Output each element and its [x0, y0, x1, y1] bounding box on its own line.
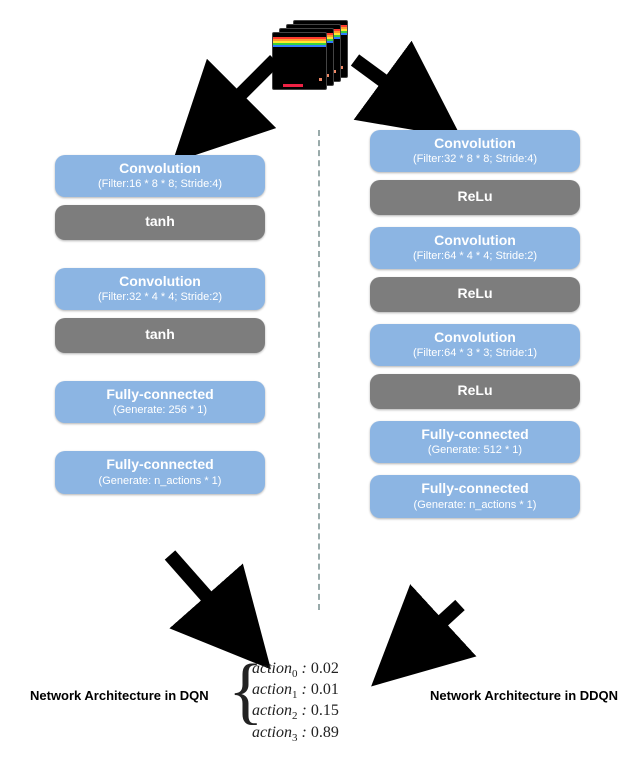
action-row: action1 : 0.01: [252, 681, 408, 701]
brace-icon: {: [228, 657, 264, 725]
action-row: action3 : 0.89: [252, 724, 408, 744]
layer-title: tanh: [59, 211, 261, 232]
fc-layer: Fully-connected (Generate: n_actions * 1): [370, 475, 580, 517]
layer-title: Convolution: [374, 330, 576, 345]
layer-title: ReLu: [374, 186, 576, 207]
layer-title: Fully-connected: [374, 427, 576, 442]
layer-title: ReLu: [374, 283, 576, 304]
conv-layer: Convolution (Filter:32 * 4 * 4; Stride:2): [55, 268, 265, 310]
action-row: action0 : 0.02: [252, 660, 408, 680]
act-layer: ReLu: [370, 277, 580, 311]
fc-layer: Fully-connected (Generate: 512 * 1): [370, 421, 580, 463]
arrow-top-left: [200, 60, 275, 135]
fc-layer: Fully-connected (Generate: n_actions * 1): [55, 451, 265, 493]
layer-subtitle: (Generate: n_actions * 1): [374, 499, 576, 511]
arrow-bottom-right: [400, 605, 460, 660]
left-column: Convolution (Filter:16 * 8 * 8; Stride:4)…: [45, 155, 275, 502]
layer-title: Fully-connected: [59, 387, 261, 402]
fc-layer: Fully-connected (Generate: 256 * 1): [55, 381, 265, 423]
action-list: action0 : 0.02action1 : 0.01action2 : 0.…: [252, 660, 408, 744]
conv-layer: Convolution (Filter:32 * 8 * 8; Stride:4): [370, 130, 580, 172]
act-layer: ReLu: [370, 180, 580, 214]
arrow-bottom-left: [170, 555, 245, 640]
act-layer: tanh: [55, 205, 265, 239]
arrow-top-right: [355, 60, 430, 115]
layer-subtitle: (Generate: n_actions * 1): [59, 475, 261, 487]
layer-subtitle: (Filter:32 * 4 * 4; Stride:2): [59, 291, 261, 303]
layer-title: Fully-connected: [59, 457, 261, 472]
center-divider: [318, 130, 320, 610]
layer-subtitle: (Filter:64 * 4 * 4; Stride:2): [374, 250, 576, 262]
layer-title: Fully-connected: [374, 481, 576, 496]
layer-title: Convolution: [59, 274, 261, 289]
layer-subtitle: (Generate: 512 * 1): [374, 444, 576, 456]
layer-subtitle: (Generate: 256 * 1): [59, 404, 261, 416]
layer-title: Convolution: [374, 136, 576, 151]
conv-layer: Convolution (Filter:16 * 8 * 8; Stride:4): [55, 155, 265, 197]
action-row: action2 : 0.15: [252, 702, 408, 722]
layer-title: tanh: [59, 324, 261, 345]
conv-layer: Convolution (Filter:64 * 3 * 3; Stride:1): [370, 324, 580, 366]
layer-title: Convolution: [59, 161, 261, 176]
left-architecture-label: Network Architecture in DQN: [30, 688, 209, 703]
layer-subtitle: (Filter:64 * 3 * 3; Stride:1): [374, 347, 576, 359]
layer-title: Convolution: [374, 233, 576, 248]
layer-subtitle: (Filter:32 * 8 * 8; Stride:4): [374, 153, 576, 165]
output-actions: { action0 : 0.02action1 : 0.01action2 : …: [238, 660, 408, 745]
act-layer: ReLu: [370, 374, 580, 408]
right-architecture-label: Network Architecture in DDQN: [430, 688, 618, 703]
layer-subtitle: (Filter:16 * 8 * 8; Stride:4): [59, 178, 261, 190]
right-column: Convolution (Filter:32 * 8 * 8; Stride:4)…: [360, 130, 590, 526]
layer-title: ReLu: [374, 380, 576, 401]
act-layer: tanh: [55, 318, 265, 352]
conv-layer: Convolution (Filter:64 * 4 * 4; Stride:2): [370, 227, 580, 269]
